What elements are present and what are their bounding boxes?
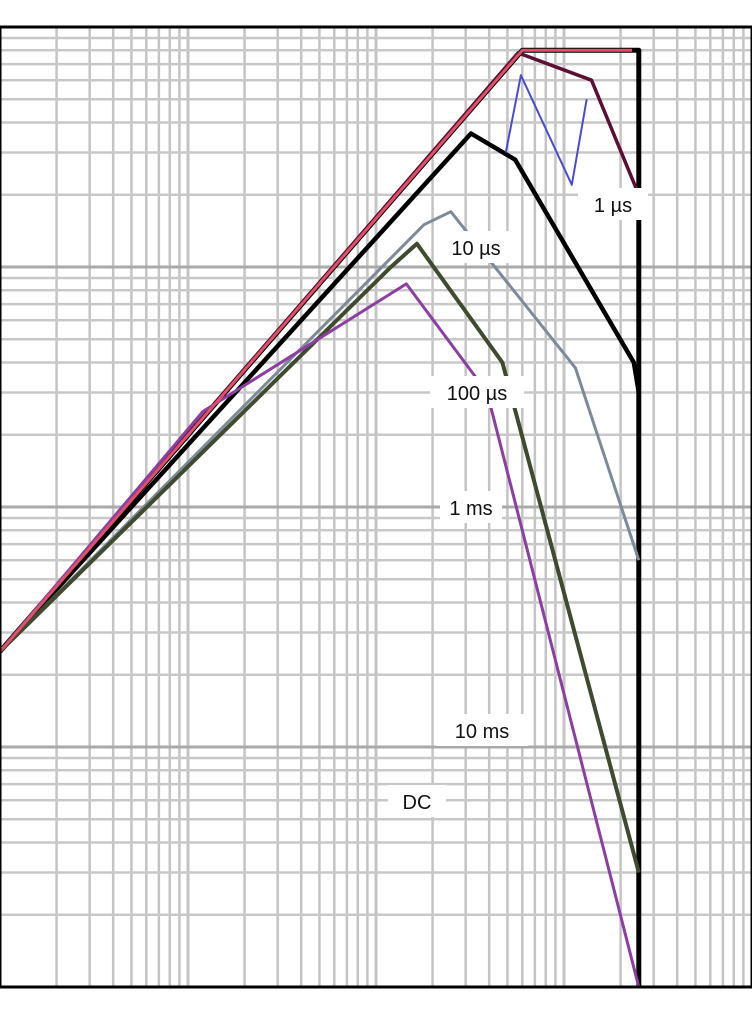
series-lines xyxy=(0,47,642,988)
plot-frame xyxy=(0,25,752,989)
label-10ms: 10 ms xyxy=(436,714,528,746)
label-1us-text: 1 µs xyxy=(594,195,632,217)
label-100us: 100 µs xyxy=(430,376,524,408)
label-dc-text: DC xyxy=(403,792,432,814)
label-10us: 10 µs xyxy=(434,231,518,263)
series-line-extra-6 xyxy=(504,74,588,186)
label-1us: 1 µs xyxy=(578,188,648,220)
label-1ms-text: 1 ms xyxy=(449,498,492,520)
series-line-dc xyxy=(0,282,641,988)
series-line-100-us xyxy=(0,131,642,654)
series-line-extra-7 xyxy=(0,48,632,653)
series-line-10-ms xyxy=(0,241,641,874)
gridlines xyxy=(0,27,752,989)
series-labels: 1 µs 10 µs 100 µs 1 ms 10 ms DC xyxy=(388,188,648,817)
label-10us-text: 10 µs xyxy=(451,238,500,260)
label-dc: DC xyxy=(388,785,446,817)
label-100us-text: 100 µs xyxy=(447,383,507,405)
label-1ms: 1 ms xyxy=(440,491,502,523)
series-line-1-ms xyxy=(0,210,641,653)
label-10ms-text: 10 ms xyxy=(455,721,509,743)
